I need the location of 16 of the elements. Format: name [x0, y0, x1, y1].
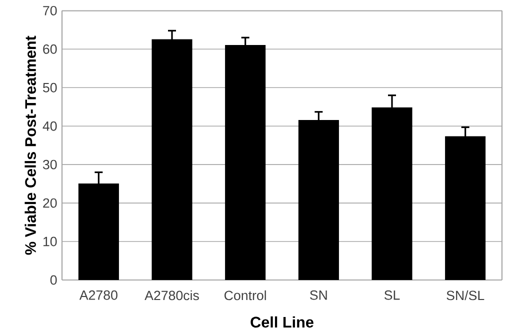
x-axis-title: Cell Line: [250, 316, 314, 328]
y-tick-label: 0: [50, 275, 57, 285]
y-tick-label: 10: [43, 236, 57, 246]
x-tick-label: A2780cis: [144, 290, 199, 300]
x-tick-label: SN: [310, 290, 327, 300]
y-axis-title: % Viable Cells Post-Treatment: [24, 36, 36, 255]
y-tick-label: 60: [43, 44, 57, 54]
x-tick-label: SL: [384, 290, 400, 300]
y-tick-label: 50: [43, 82, 57, 92]
y-tick-label: 30: [42, 160, 57, 170]
y-tick-label: 20: [43, 198, 57, 208]
x-tick-label: SN/SL: [446, 290, 484, 300]
x-tick-label: Control: [224, 290, 266, 300]
y-tick-label: 40: [42, 121, 57, 131]
y-tick-label: 70: [43, 6, 57, 16]
x-tick-label: A2780: [79, 290, 118, 300]
